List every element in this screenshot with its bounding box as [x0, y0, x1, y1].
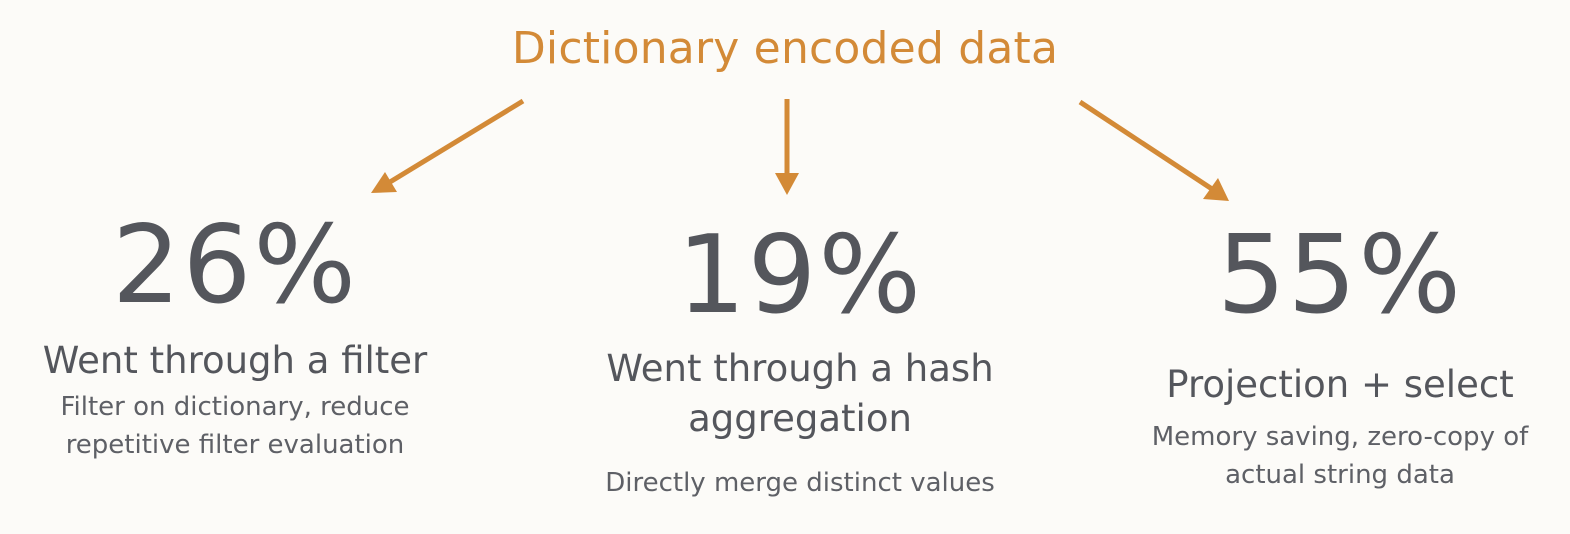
stat-filter: 26% Went through a filter Filter on dict… [30, 206, 440, 464]
arrow-center-head [775, 173, 799, 195]
stat-filter-description: Filter on dictionary, reduce repetitive … [60, 392, 410, 460]
arrow-center [775, 99, 799, 195]
stat-filter-percent: 26% [111, 203, 359, 328]
arrow-left-head [371, 172, 397, 193]
stat-projection-percent: 55% [1216, 213, 1464, 338]
arrow-right-head [1203, 178, 1229, 201]
arrow-right-shaft [1078, 99, 1214, 192]
stat-projection-description: Memory saving, zero-copy of actual strin… [1151, 422, 1529, 490]
stat-filter-heading: Went through a filter [42, 339, 428, 382]
arrow-right [1078, 99, 1229, 201]
stat-projection: 55% Projection + select Memory saving, z… [1135, 216, 1545, 494]
stat-projection-heading: Projection + select [1166, 363, 1514, 406]
arrow-left [371, 98, 525, 193]
stat-hash-aggregation-description: Directly merge distinct values [605, 468, 995, 498]
stat-hash-aggregation-heading: Went through a hash aggregation [606, 347, 994, 440]
stat-hash-aggregation-percent: 19% [676, 213, 924, 338]
arrow-left-shaft [388, 98, 525, 185]
diagram-title: Dictionary encoded data [511, 23, 1059, 74]
stat-hash-aggregation: 19% Went through a hash aggregation Dire… [575, 216, 1025, 502]
